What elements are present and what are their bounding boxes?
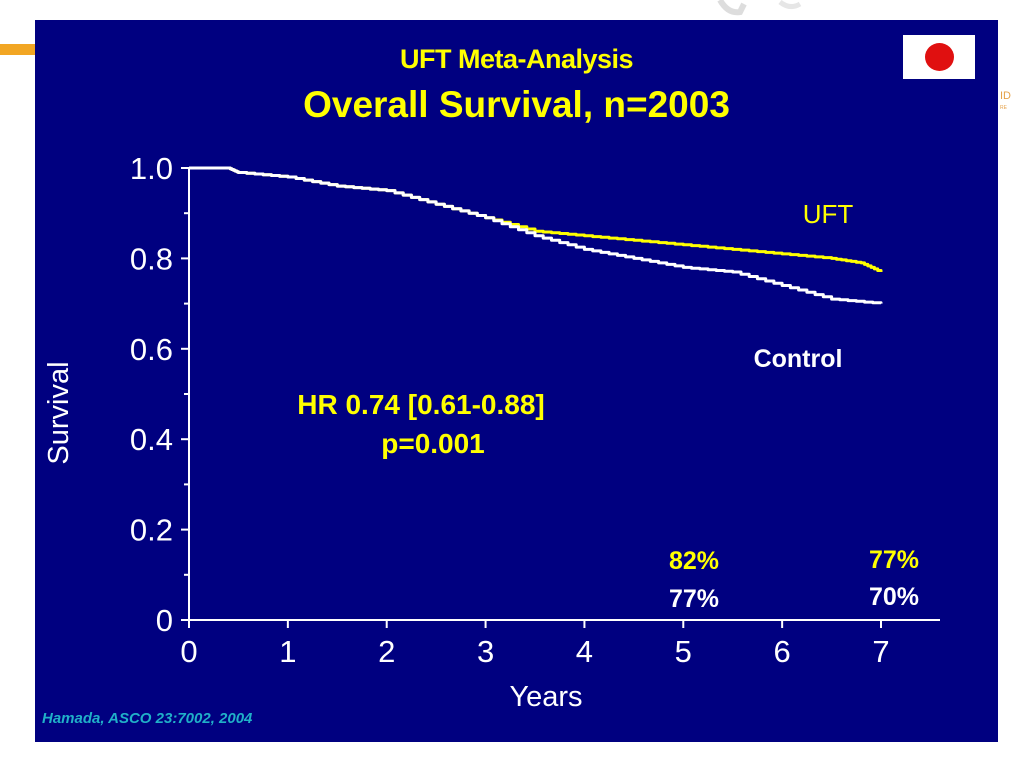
x-axis-label: Years [509,681,582,713]
x-tick-label: 2 [378,634,395,669]
series-line-uft [189,166,883,272]
series-label-control: Control [754,345,843,373]
year5-control-percent: 77% [669,585,719,613]
x-tick-label: 1 [279,634,296,669]
slide-title: Overall Survival, n=2003 [303,84,730,125]
year5-uft-percent: 82% [669,547,719,575]
flag-disc [925,43,954,71]
accent-bar [0,44,38,55]
watermark-icon [717,0,802,16]
year7-uft-percent: 77% [869,546,919,574]
logo-fragment: ID RE [1000,88,1024,118]
y-tick-label: 0.8 [130,241,173,276]
x-tick-label: 0 [180,634,197,669]
x-tick-label: 7 [872,634,889,669]
series-line-control [189,166,883,305]
y-tick-label: 0.6 [130,332,173,367]
logo-text-line2: RE [1000,105,1007,111]
y-tick-label: 0.2 [130,513,173,548]
p-value-annotation: p=0.001 [381,428,485,459]
x-tick-label: 6 [774,634,791,669]
hazard-ratio-annotation: HR 0.74 [0.61-0.88] [297,389,544,420]
x-tick-label: 5 [675,634,692,669]
slide-subtitle: UFT Meta-Analysis [399,44,634,74]
japan-flag-icon [903,35,975,79]
y-tick-label: 0 [156,603,173,638]
y-tick-label: 1.0 [130,151,173,186]
survival-chart: 00.20.40.60.81.00 1 2 3 4 5 6 7 Survival Years … [43,151,940,713]
y-tick-label: 0.4 [130,422,173,457]
logo-text-line1: ID [1000,90,1011,102]
year7-control-percent: 70% [869,583,919,611]
y-axis-label: Survival [43,361,75,464]
citation-credit: Hamada, ASCO 23:7002, 2004 [42,710,253,727]
slide: UFT Meta-Analysis Overall Survival, n=20… [35,20,998,742]
x-tick-label: 4 [576,634,593,669]
series-label-uft: UFT [803,199,854,229]
x-tick-label: 3 [477,634,494,669]
